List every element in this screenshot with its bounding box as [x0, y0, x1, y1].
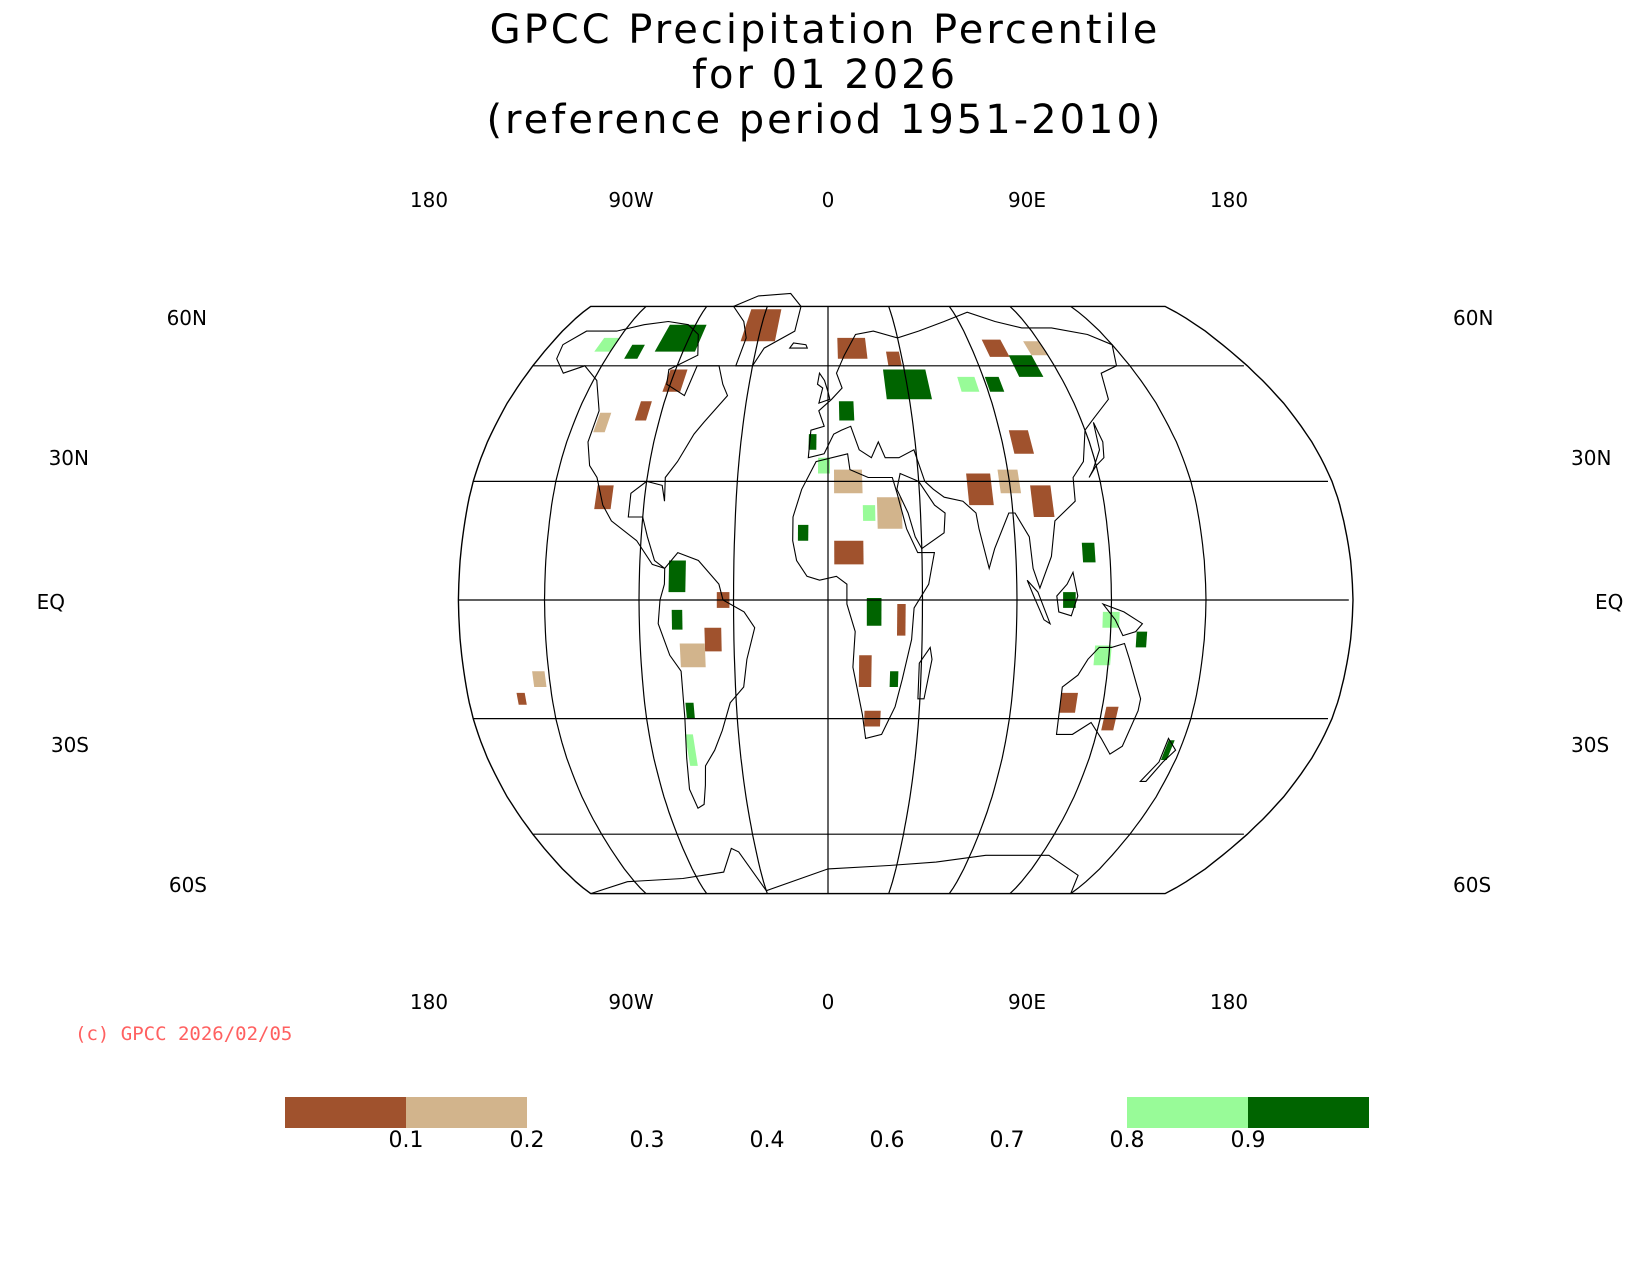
right-lat-label-30s: 30S: [1571, 733, 1609, 757]
anomaly-patch-dry-extreme: [704, 627, 722, 652]
graticule-meridian: [1070, 305, 1207, 895]
coastline-australia: [1055, 642, 1142, 755]
anomaly-patch-dry-extreme: [1008, 430, 1034, 454]
graticule-meridian: [638, 306, 708, 894]
anomaly-patch-wet: [594, 337, 620, 352]
bottom-lon-label-180w: 180: [410, 990, 448, 1014]
coastline-new-guinea: [1101, 602, 1144, 637]
anomaly-patch-dry: [876, 497, 903, 529]
graticule-meridian: [888, 306, 924, 894]
anomaly-patch-wet-extreme: [654, 324, 707, 352]
coastline-arabia: [896, 472, 946, 550]
title-block: GPCC Precipitation Percentile for 01 202…: [0, 8, 1650, 143]
top-lon-label-90w: 90W: [608, 188, 653, 212]
anomaly-patch-dry: [593, 412, 612, 433]
top-lon-label-180e: 180: [1210, 188, 1248, 212]
anomaly-patch-dry-extreme: [740, 309, 782, 342]
graticule-meridian: [543, 305, 647, 895]
anomaly-patch-dry-extreme: [662, 369, 688, 392]
top-lon-label-0: 0: [822, 188, 835, 212]
anomaly-patch-dry-extreme: [516, 692, 527, 705]
coastline-iceland: [788, 342, 809, 349]
anomaly-patch-dry-extreme: [1058, 692, 1078, 713]
map-period: for 01 2026: [691, 52, 959, 98]
right-lat-label-30n: 30N: [1571, 446, 1611, 470]
coastline-antarctica: [590, 847, 1079, 895]
anomaly-patch-wet-extreme: [883, 369, 932, 400]
anomaly-patch-dry-extreme: [966, 473, 994, 506]
anomaly-patch-wet: [684, 734, 698, 766]
coastline-sumatra: [1026, 579, 1052, 626]
anomaly-patch-dry-extreme: [981, 339, 1010, 357]
left-latitude-labels: 60N 30N EQ 30S 60S: [37, 306, 207, 897]
bottom-lon-label-90e: 90E: [1008, 990, 1046, 1014]
coastlines: [556, 292, 1177, 895]
bottom-longitude-labels: 180 90W 0 90E 180: [410, 990, 1248, 1014]
map-boundary: [457, 305, 1354, 895]
map-title: GPCC Precipitation Percentile: [489, 7, 1161, 53]
top-longitude-labels: 180 90W 0 90E 180: [410, 188, 1248, 212]
precipitation-anomaly-patches: [516, 309, 1175, 766]
bottom-lon-label-180e: 180: [1210, 990, 1248, 1014]
bottom-lon-label-0: 0: [822, 990, 835, 1014]
anomaly-patch-dry-extreme: [594, 485, 614, 510]
anomaly-patch-wet-extreme: [838, 401, 855, 421]
graticule-meridian: [948, 306, 1018, 894]
anomaly-patch-wet-extreme: [1160, 740, 1175, 760]
coastline-uk: [816, 371, 831, 404]
coastline-north-america: [556, 320, 729, 569]
right-lat-label-60s: 60S: [1453, 873, 1491, 897]
anomaly-patch-dry: [1023, 341, 1048, 356]
anomaly-patch-wet-extreme: [866, 598, 882, 626]
coastline-indonesia-borneo: [1056, 570, 1079, 617]
coastline-new-zealand: [1139, 737, 1177, 782]
anomaly-patch-wet: [1093, 645, 1112, 666]
coastline-africa: [792, 453, 936, 740]
left-lat-label-eq: EQ: [37, 590, 65, 614]
anomaly-patch-wet: [862, 505, 876, 521]
graticule-meridian: [1009, 305, 1113, 895]
anomaly-patch-dry-extreme: [897, 604, 906, 636]
graticule: [458, 305, 1349, 895]
top-lon-label-180w: 180: [410, 188, 448, 212]
map-reference-period: (reference period 1951-2010): [486, 97, 1164, 143]
coastline-madagascar: [917, 645, 933, 700]
anomaly-patch-dry-extreme: [886, 351, 902, 366]
anomaly-patch-wet-extreme: [1081, 542, 1096, 563]
anomaly-patch-wet-extreme: [685, 702, 695, 719]
anomaly-patch-dry-extreme: [1030, 485, 1055, 517]
anomaly-patch-dry: [532, 671, 547, 687]
graticule-meridian: [732, 306, 768, 894]
anomaly-patch-wet-extreme: [624, 344, 645, 359]
coastline-greenland: [732, 292, 802, 367]
anomaly-patch-wet-extreme: [984, 376, 1005, 392]
anomaly-patch-wet-extreme: [797, 524, 809, 541]
anomaly-patch-wet-extreme: [671, 609, 683, 630]
anomaly-patch-dry-extreme: [858, 655, 872, 687]
anomaly-patch-dry: [679, 643, 706, 668]
coastline-europe-asia: [807, 311, 1118, 590]
top-lon-label-90e: 90E: [1008, 188, 1046, 212]
copyright-notice: (c) GPCC 2026/02/05: [75, 1023, 293, 1045]
left-lat-label-30s: 30S: [51, 733, 89, 757]
anomaly-patch-wet-extreme: [1135, 631, 1148, 648]
anomaly-patch-wet-extreme: [889, 671, 899, 687]
left-lat-label-60s: 60S: [169, 873, 207, 897]
anomaly-patch-wet-extreme: [668, 560, 686, 593]
coastline-japan: [1088, 422, 1105, 478]
right-lat-label-60n: 60N: [1453, 306, 1493, 330]
anomaly-patch-dry-extreme: [634, 401, 652, 421]
anomaly-patch-wet: [957, 376, 980, 392]
anomaly-patch-wet: [818, 457, 830, 474]
bottom-lon-label-90w: 90W: [608, 990, 653, 1014]
anomaly-patch-dry-extreme: [834, 540, 864, 565]
left-lat-label-30n: 30N: [49, 446, 89, 470]
left-lat-label-60n: 60N: [167, 306, 207, 330]
right-latitude-labels: 60N 30N EQ 30S 60S: [1453, 306, 1623, 897]
right-lat-label-eq: EQ: [1595, 590, 1623, 614]
